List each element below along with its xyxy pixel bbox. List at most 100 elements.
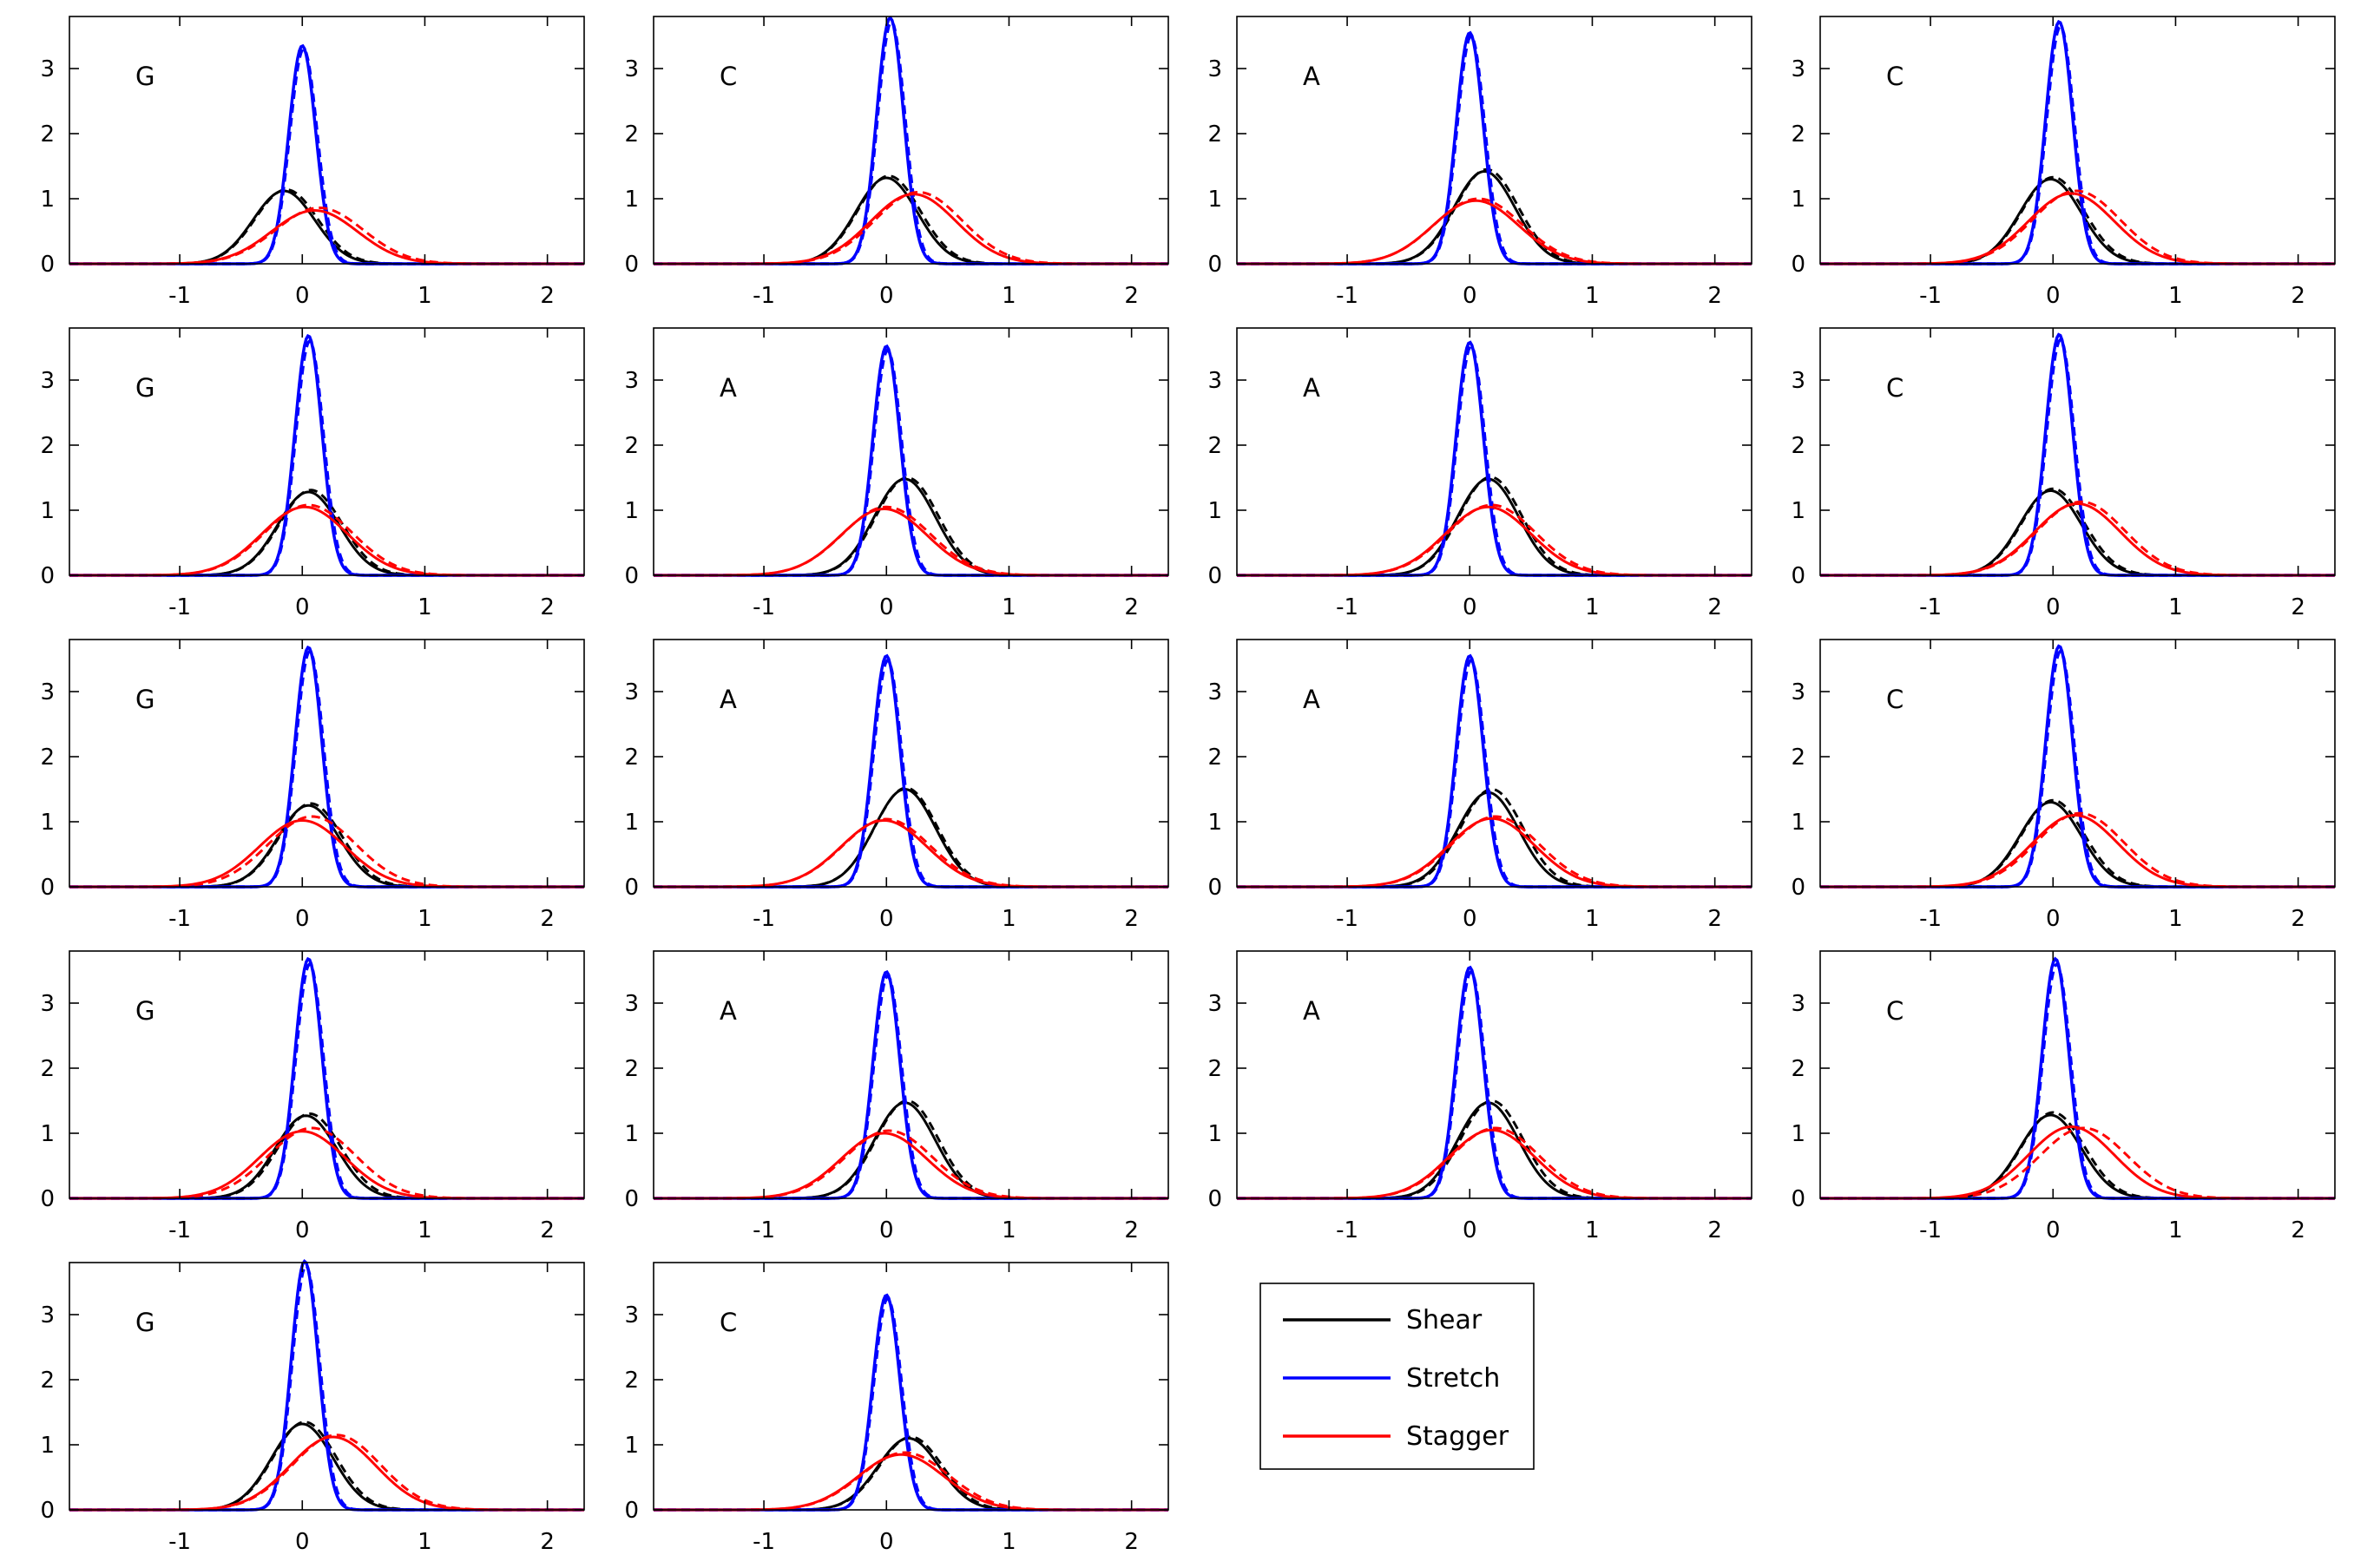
x-tick-label: -1	[168, 906, 191, 932]
subplot-label: A	[720, 996, 737, 1026]
y-tick-label: 0	[40, 563, 55, 589]
y-tick-label: 1	[40, 1121, 55, 1147]
x-tick-label: 1	[1002, 594, 1016, 620]
y-tick-label: 1	[40, 1433, 55, 1459]
y-tick-label: 0	[1207, 252, 1222, 278]
y-tick-label: 1	[1791, 810, 1805, 836]
subplot-label: C	[1886, 373, 1904, 403]
subplot-label: A	[720, 373, 737, 403]
x-tick-label: 2	[1124, 283, 1139, 309]
x-tick-label: 0	[295, 594, 310, 620]
axes-frame	[69, 16, 585, 265]
legend-label-stagger: Stagger	[1406, 1421, 1509, 1452]
subplot-12: -1 0 1 2 0 1 2 3 C	[1791, 639, 2336, 932]
y-tick-label: 3	[624, 56, 639, 82]
subplot-label: C	[1886, 996, 1904, 1026]
x-tick-label: 1	[1002, 1529, 1016, 1555]
x-tick-label: 2	[1707, 594, 1722, 620]
subplot-label: A	[1303, 373, 1320, 403]
y-tick-label: 2	[40, 1056, 55, 1082]
legend-label-shear: Shear	[1406, 1305, 1483, 1335]
x-tick-label: 2	[2291, 594, 2305, 620]
x-tick-label: 2	[1707, 906, 1722, 932]
y-tick-label: 1	[40, 498, 55, 524]
y-tick-label: 2	[1207, 433, 1222, 459]
x-tick-label: 0	[2046, 594, 2061, 620]
x-tick-label: -1	[1336, 906, 1358, 932]
subplot-9: -1 0 1 2 0 1 2 3 G	[40, 639, 585, 932]
y-tick-label: 0	[1791, 563, 1805, 589]
y-tick-label: 0	[1791, 252, 1805, 278]
y-tick-label: 1	[40, 810, 55, 836]
series-shear-dashed-line	[69, 802, 584, 889]
y-tick-label: 0	[1207, 1186, 1222, 1212]
axes-frame	[69, 1262, 585, 1511]
series-stretch-line	[69, 1258, 584, 1512]
y-tick-label: 3	[40, 679, 55, 705]
x-tick-label: 0	[1463, 906, 1477, 932]
subplot-14: -1 0 1 2 0 1 2 3 A	[624, 950, 1169, 1243]
y-tick-label: 1	[1791, 498, 1805, 524]
y-tick-label: 1	[1791, 1121, 1805, 1147]
series-stretch-dashed-line	[69, 1263, 584, 1512]
y-tick-label: 2	[624, 1368, 639, 1394]
y-tick-label: 0	[1791, 875, 1805, 901]
series-shear-dashed-line	[69, 1112, 584, 1200]
y-tick-label: 1	[1207, 810, 1222, 836]
subplot-label: G	[135, 685, 155, 714]
axes-frame	[653, 327, 1169, 576]
y-tick-label: 2	[40, 433, 55, 459]
series-stagger-line	[1820, 814, 2335, 889]
axes-frame	[1819, 327, 2336, 576]
x-tick-label: 2	[1124, 594, 1139, 620]
series-stretch-line	[1820, 956, 2335, 1200]
subplot-2: -1 0 1 2 0 1 2 3 C	[624, 15, 1169, 309]
series-stagger-line	[1820, 502, 2335, 577]
x-tick-label: 1	[1585, 1217, 1600, 1243]
x-tick-label: -1	[753, 1529, 775, 1555]
y-tick-label: 3	[1791, 56, 1805, 82]
axes-frame	[1236, 327, 1752, 576]
x-tick-label: 0	[879, 906, 894, 932]
x-tick-label: 1	[1002, 283, 1016, 309]
y-tick-label: 0	[1791, 1186, 1805, 1212]
x-tick-label: 0	[2046, 906, 2061, 932]
x-tick-label: -1	[168, 594, 191, 620]
y-tick-label: 0	[40, 1498, 55, 1524]
legend-frame	[1259, 1283, 1535, 1470]
y-tick-label: 1	[624, 498, 639, 524]
x-tick-label: 0	[295, 283, 310, 309]
x-tick-label: 0	[879, 1529, 894, 1555]
subplot-label: C	[1886, 62, 1904, 91]
y-tick-label: 2	[1207, 1056, 1222, 1082]
series-stretch-line	[654, 15, 1168, 266]
legend-label-stretch: Stretch	[1406, 1363, 1500, 1394]
x-tick-label: 1	[418, 906, 432, 932]
subplot-4: -1 0 1 2 0 1 2 3 C	[1791, 16, 2336, 309]
x-tick-label: 0	[879, 1217, 894, 1243]
subplot-label: C	[720, 62, 737, 91]
axes-frame	[1236, 950, 1752, 1199]
y-tick-label: 2	[1791, 1056, 1805, 1082]
subplot-16: -1 0 1 2 0 1 2 3 C	[1791, 950, 2336, 1243]
y-tick-label: 2	[624, 1056, 639, 1082]
y-tick-label: 0	[624, 1186, 639, 1212]
y-tick-label: 2	[624, 745, 639, 771]
x-tick-label: 2	[2291, 283, 2305, 309]
y-tick-label: 3	[40, 368, 55, 394]
series-stagger-line	[1237, 817, 1752, 889]
y-tick-label: 2	[1791, 433, 1805, 459]
series-stagger-line	[654, 193, 1168, 266]
y-tick-label: 1	[1207, 187, 1222, 213]
axes-frame	[1819, 16, 2336, 265]
y-tick-label: 3	[624, 368, 639, 394]
y-tick-label: 3	[624, 1302, 639, 1329]
x-tick-label: -1	[1919, 594, 1942, 620]
x-tick-label: 1	[2168, 283, 2183, 309]
x-tick-label: 2	[540, 906, 555, 932]
axes-frame	[653, 16, 1169, 265]
y-tick-label: 3	[40, 1302, 55, 1329]
x-tick-label: -1	[753, 906, 775, 932]
y-tick-label: 3	[1207, 368, 1222, 394]
